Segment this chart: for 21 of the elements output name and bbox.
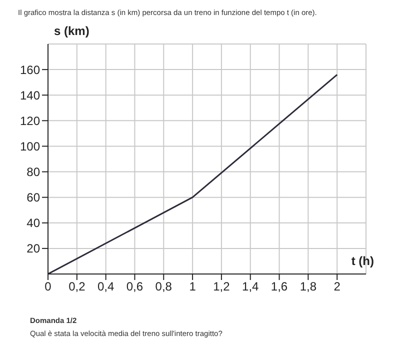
x-tick-label: 0,2: [68, 280, 86, 294]
y-tick-label: 80: [26, 165, 40, 180]
y-tick-label: 100: [20, 139, 40, 154]
x-tick-label: 1: [189, 280, 196, 294]
y-tick-label: 60: [26, 190, 40, 205]
x-tick-label: 0,4: [97, 280, 114, 294]
x-tick-label: 2: [334, 280, 341, 294]
x-tick-label: 0,6: [126, 280, 144, 294]
x-tick-label: 0: [44, 280, 52, 294]
y-axis-title: s (km): [54, 24, 90, 38]
x-tick-label: 1,8: [300, 280, 317, 294]
x-tick-label: 1,4: [242, 280, 260, 294]
x-tick-label: 1,6: [270, 280, 288, 294]
y-tick-label: 20: [26, 242, 40, 256]
x-axis-title: t (h): [351, 254, 374, 268]
y-tick-label: 140: [20, 88, 40, 102]
y-tick-label: 120: [20, 114, 40, 128]
y-tick-label: 160: [20, 62, 40, 77]
x-tick-label: 0,8: [155, 280, 172, 294]
y-tick-label: 40: [26, 216, 40, 230]
x-tick-label: 1,2: [213, 280, 230, 294]
